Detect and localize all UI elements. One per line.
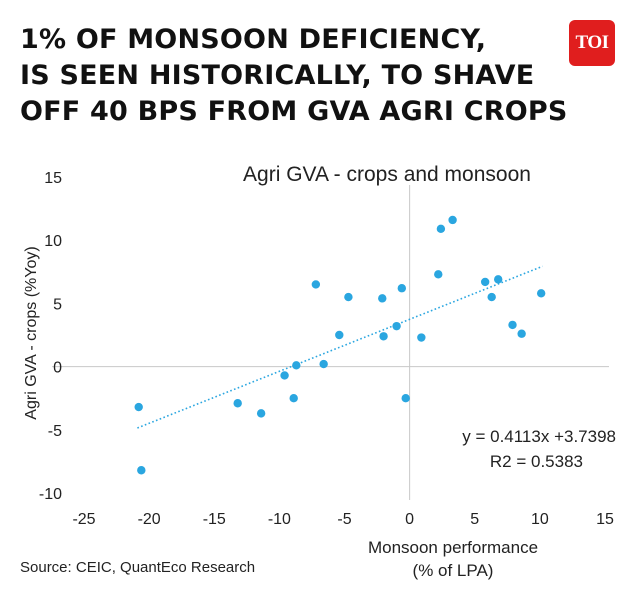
scatter-point (434, 270, 443, 279)
y-tick-label: 5 (53, 296, 62, 313)
y-axis-label: Agri GVA - crops (%Yoy) (23, 246, 40, 419)
scatter-point (134, 402, 143, 412)
headline: 1% OF MONSOON DEFICIENCY, IS SEEN HISTOR… (20, 22, 580, 130)
scatter-point (480, 277, 490, 287)
scatter-point (401, 394, 410, 403)
scatter-point (417, 333, 426, 342)
scatter-point (436, 224, 446, 234)
x-tick-label: -5 (337, 511, 351, 528)
scatter-point (311, 280, 321, 289)
trend-r2: R2 = 0.5383 (490, 452, 583, 471)
x-tick-label: 15 (596, 511, 614, 528)
headline-line-2: IS SEEN HISTORICALLY, TO SHAVE (20, 60, 535, 91)
scatter-point (344, 292, 353, 302)
x-tick-label: -25 (72, 511, 95, 528)
x-tick-label: -10 (268, 511, 291, 528)
y-tick-label: -5 (48, 423, 62, 440)
scatter-point (233, 399, 242, 408)
x-tick-label: 5 (470, 511, 479, 528)
scatter-point (397, 284, 407, 293)
scatter-point (137, 466, 146, 475)
headline-line-1: 1% OF MONSOON DEFICIENCY, (20, 24, 487, 55)
x-tick-label: -15 (203, 511, 226, 528)
x-tick-label: -20 (138, 511, 161, 528)
scatter-point (517, 329, 526, 338)
scatter-point (536, 289, 546, 298)
trend-line (137, 265, 543, 429)
toi-logo: TOI (569, 20, 615, 66)
scatter-point (319, 359, 328, 369)
scatter-point (508, 320, 517, 330)
x-axis-label-line-1: Monsoon performance (368, 538, 538, 557)
scatter-point (448, 215, 457, 225)
scatter-point (256, 409, 266, 418)
scatter-point (289, 394, 298, 403)
source-note: Source: CEIC, QuantEco Research (20, 559, 256, 576)
chart-title: Agri GVA - crops and monsoon (243, 163, 531, 186)
scatter-point (280, 371, 289, 380)
scatter-point (379, 332, 388, 341)
headline-line-3: OFF 40 BPS FROM GVA AGRI CROPS (20, 96, 568, 127)
scatter-point (292, 361, 301, 370)
scatter-point (335, 330, 344, 340)
trend-equation: y = 0.4113x +3.7398 (462, 427, 616, 446)
x-tick-label: 0 (405, 511, 414, 528)
scatter-point (487, 292, 496, 302)
scatter-point (392, 321, 401, 331)
x-tick-label: 10 (531, 511, 549, 528)
scatter-point (493, 275, 503, 284)
y-tick-label: -10 (39, 486, 62, 503)
scatter-point (378, 294, 387, 303)
y-tick-label: 10 (44, 233, 62, 250)
x-axis-label-line-2: (% of LPA) (413, 561, 494, 580)
y-tick-label: 15 (44, 170, 62, 187)
y-tick-label: 0 (53, 360, 62, 377)
